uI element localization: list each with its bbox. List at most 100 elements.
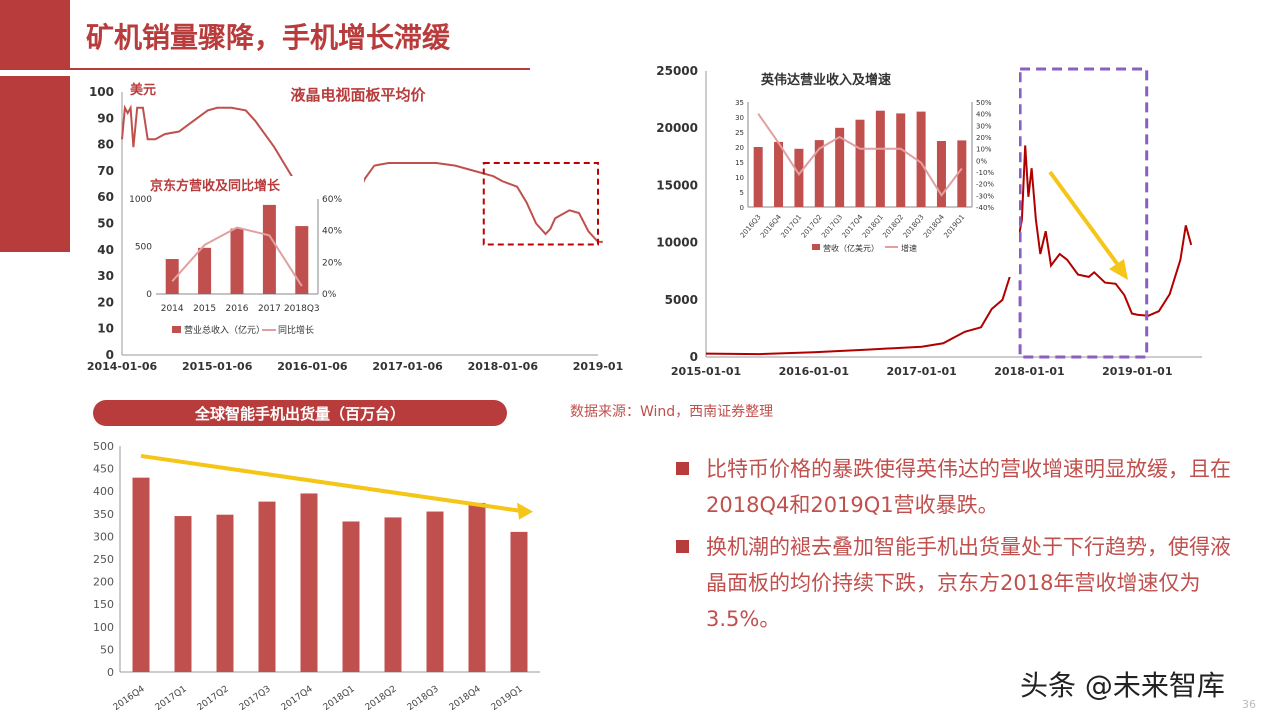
inset-bar [165, 259, 179, 294]
inset-bar [198, 247, 212, 294]
shipment-bar [468, 502, 486, 672]
inset-bar [262, 204, 276, 294]
x-tick-label: 2014-01-06 [87, 360, 158, 373]
inset-y-tick: 0 [146, 290, 152, 300]
inset-x-tick: 2017 [258, 304, 281, 314]
inset-growth-line [757, 113, 963, 198]
page-title: 矿机销量骤降，手机增长滞缓 [86, 21, 451, 54]
trend-arrow [140, 453, 520, 513]
x-tick-label: 2016-01-06 [277, 360, 348, 373]
highlight-box [482, 162, 600, 246]
inset-title: 英伟达营业收入及增速 [760, 72, 891, 88]
y-tick-label: 0 [106, 348, 114, 362]
inset-y2-tick: 20% [976, 134, 992, 142]
trend-arrow [1048, 170, 1120, 267]
inset-y-tick: 25 [735, 129, 744, 137]
side-accent-block [0, 76, 70, 252]
y-tick-label: 90 [97, 111, 114, 125]
x-tick-label: 2018-01-01 [994, 365, 1064, 378]
inset-y2-tick: 50% [976, 99, 992, 107]
bullet-item: 比特币价格的暴跌使得英伟达的营收增速明显放缓，且在2018Q4和2019Q1营收… [676, 451, 1236, 523]
unit-label: 美元 [130, 82, 156, 98]
x-tick-label: 2017-01-01 [886, 365, 956, 378]
y-tick-label: 10 [97, 322, 114, 336]
y-tick-label: 40 [97, 243, 114, 257]
y-tick-label: 100 [89, 85, 114, 99]
x-tick-label: 2019-01-01 [1102, 365, 1172, 378]
bullet-item: 换机潮的褪去叠加智能手机出货量处于下行趋势，使得液晶面板的均价持续下跌，京东方2… [676, 529, 1236, 637]
inset-legend-label: 增速 [901, 243, 917, 253]
shipment-bar [258, 501, 276, 672]
title-accent-block [0, 0, 70, 68]
y-tick-label: 80 [97, 138, 114, 152]
inset-legend-label: 营收（亿美元） [823, 243, 879, 253]
y-tick-label: 50 [100, 643, 114, 656]
y-tick-label: 25000 [656, 64, 698, 78]
y-tick-label: 500 [93, 440, 114, 453]
shipment-bar [132, 477, 150, 672]
source-logo-text: 头条 @未来智库 [1020, 669, 1225, 702]
inset-bar [230, 228, 244, 294]
inset-y2-tick: 30% [976, 122, 992, 130]
inset-legend-swatch [172, 326, 181, 333]
x-tick-label: 2015-01-06 [182, 360, 253, 373]
inset-y2-tick: 10% [976, 146, 992, 154]
x-tick-label: 2017-01-06 [372, 360, 443, 373]
inset-bar [835, 127, 845, 207]
x-tick-label: 2015-01-01 [671, 365, 741, 378]
inset-x-tick: 2016 [226, 304, 249, 314]
inset-x-tick: 2018Q3 [284, 304, 320, 314]
inset-y2-tick: -40% [976, 204, 994, 212]
y-tick-label: 50 [97, 217, 114, 231]
inset-y-tick: 10 [735, 174, 744, 182]
inset-y2-tick: 40% [322, 227, 342, 237]
y-tick-label: 0 [690, 350, 698, 364]
y-tick-label: 450 [93, 463, 114, 476]
y-tick-label: 10000 [656, 236, 698, 250]
inset-y-tick: 500 [135, 243, 152, 253]
price-line [705, 145, 1193, 356]
inset-bar [957, 140, 967, 207]
shipment-bar [342, 521, 360, 672]
inset-bar [774, 141, 784, 207]
highlight-box [1018, 67, 1149, 359]
x-tick-label: 2019-01 [573, 360, 624, 373]
bullet-text: 换机潮的褪去叠加智能手机出货量处于下行趋势，使得液晶面板的均价持续下跌，京东方2… [706, 535, 1231, 631]
bullet-text: 比特币价格的暴跌使得英伟达的营收增速明显放缓，且在2018Q4和2019Q1营收… [706, 457, 1231, 517]
bullet-list: 比特币价格的暴跌使得英伟达的营收增速明显放缓，且在2018Q4和2019Q1营收… [676, 451, 1236, 643]
inset-background [134, 176, 364, 340]
inset-y-tick: 30 [735, 114, 744, 122]
title-bar [0, 0, 530, 70]
y-tick-label: 20000 [656, 121, 698, 135]
shipment-bar [300, 493, 318, 672]
inset-x-tick: 2015 [193, 304, 216, 314]
inset-bar [295, 226, 309, 294]
y-tick-label: 100 [93, 621, 114, 634]
inset-y-tick: 0 [740, 204, 744, 212]
inset-legend-label: 同比增长 [278, 324, 314, 336]
x-tick-label: 2016-01-01 [779, 365, 849, 378]
shipment-bar [216, 514, 234, 672]
inset-y2-tick: 40% [976, 111, 992, 119]
inset-bar [916, 111, 926, 207]
y-tick-label: 150 [93, 598, 114, 611]
inset-bar [875, 110, 885, 207]
chart-title-banner [93, 400, 507, 426]
y-tick-label: 60 [97, 190, 114, 204]
y-tick-label: 70 [97, 164, 114, 178]
source-note: 数据来源：Wind，西南证券整理 [570, 404, 774, 420]
y-tick-label: 20 [97, 295, 114, 309]
inset-y-tick: 20 [735, 144, 744, 152]
inset-x-tick: 2014 [161, 304, 184, 314]
page-number: 36 [1242, 698, 1256, 711]
inset-growth-line [171, 226, 303, 287]
shipment-bar [384, 517, 402, 672]
shipment-bar [174, 516, 192, 672]
inset-y-tick: 15 [735, 159, 744, 167]
shipment-bar [426, 511, 444, 672]
inset-y2-tick: 20% [322, 258, 342, 268]
inset-y-tick: 5 [740, 189, 744, 197]
